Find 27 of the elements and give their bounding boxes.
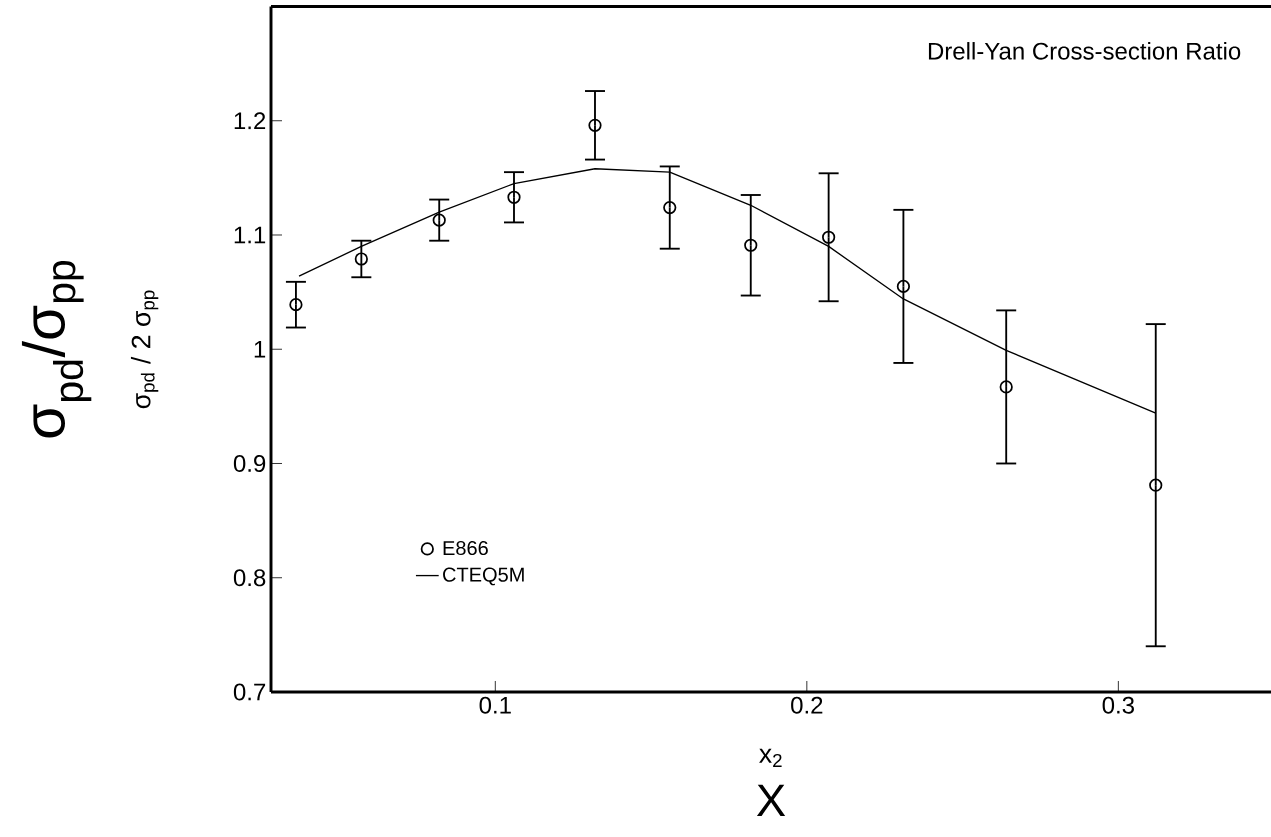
point xyxy=(289,298,303,312)
y-tick-label: 1.1 xyxy=(234,226,266,244)
y-axis-title: σ$_{pd}$/σ$_{pp}$ xyxy=(21,260,92,438)
y-tick-label: 1 xyxy=(254,340,266,358)
x-axis-title: x$_{2}$ xyxy=(759,748,782,767)
text: σ$_{pd}$ / 2 σ$_{pp}$ xyxy=(130,290,159,409)
point xyxy=(822,230,836,244)
point xyxy=(1149,478,1163,492)
point xyxy=(999,380,1013,394)
point xyxy=(896,279,910,293)
legend-label: CTEQ5M xyxy=(443,567,524,586)
y-tick-label: 1.2 xyxy=(234,112,266,130)
point xyxy=(432,213,446,227)
y-tick-label: 0.8 xyxy=(233,569,266,587)
y-tick-label: 0.9 xyxy=(233,454,266,472)
text: X xyxy=(756,784,786,816)
point xyxy=(588,118,602,132)
legend-label: E866 xyxy=(443,540,488,556)
point xyxy=(663,200,677,215)
point xyxy=(507,190,521,204)
point xyxy=(354,252,368,266)
x-tick-label: 0.2 xyxy=(791,696,823,714)
x-tick-label: 0.3 xyxy=(1102,696,1134,714)
text: Drell-Yan Cross-section Ratio xyxy=(928,42,1241,60)
y-tick-label: 0.7 xyxy=(233,683,266,701)
point xyxy=(744,238,758,252)
x-tick-label: 0.1 xyxy=(479,696,511,714)
